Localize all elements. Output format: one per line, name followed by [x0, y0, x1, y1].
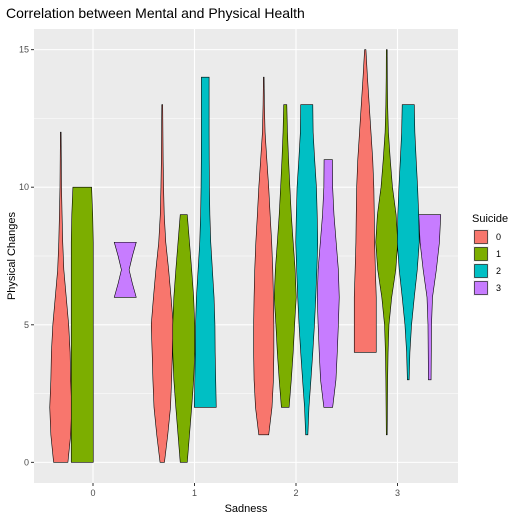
violin-suicide-0-sadness-3: [353, 49, 377, 353]
x-tick-label: 3: [395, 488, 400, 498]
y-tick-label: 15: [19, 45, 29, 55]
violin-suicide-3-sadness-0: [113, 241, 137, 298]
legend-title: Suicide: [472, 213, 508, 225]
y-tick-label: 5: [24, 320, 29, 330]
legend-swatch: [474, 264, 488, 278]
y-tick-label: 0: [24, 457, 29, 467]
violin-suicide-0-sadness-2: [253, 76, 275, 436]
legend-label: 2: [496, 266, 501, 276]
violin-suicide-2-sadness-1: [193, 76, 217, 408]
legend-label: 0: [496, 232, 501, 242]
legend-label: 1: [496, 249, 501, 259]
violin-suicide-1-sadness-1: [172, 214, 196, 463]
violin-suicide-2-sadness-3: [396, 104, 420, 381]
legend: Suicide 0 1 2 3: [472, 213, 508, 296]
x-tick-label: 0: [90, 488, 95, 498]
violin-suicide-2-sadness-2: [295, 104, 319, 436]
y-axis: 0 5 10 15: [19, 45, 34, 467]
legend-swatch: [474, 247, 488, 261]
violins: [49, 49, 442, 463]
legend-swatch: [474, 230, 488, 244]
y-tick-label: 10: [19, 182, 29, 192]
violin-suicide-1-sadness-3: [375, 49, 399, 436]
violin-suicide-0-sadness-0: [49, 131, 73, 463]
legend-swatch: [474, 281, 488, 295]
violin-suicide-3-sadness-2: [316, 159, 340, 408]
x-axis: 0 1 2 3: [90, 483, 400, 498]
x-tick-label: 2: [293, 488, 298, 498]
legend-label: 3: [496, 283, 501, 293]
violin-suicide-1-sadness-2: [273, 104, 297, 408]
x-axis-title: Sadness: [225, 503, 268, 515]
violin-suicide-3-sadness-3: [418, 214, 442, 381]
chart-title: Correlation between Mental and Physical …: [6, 5, 305, 21]
y-axis-title: Physical Changes: [6, 211, 18, 300]
x-tick-label: 1: [192, 488, 197, 498]
violin-suicide-0-sadness-1: [150, 104, 174, 463]
violin-suicide-1-sadness-0: [70, 186, 94, 463]
